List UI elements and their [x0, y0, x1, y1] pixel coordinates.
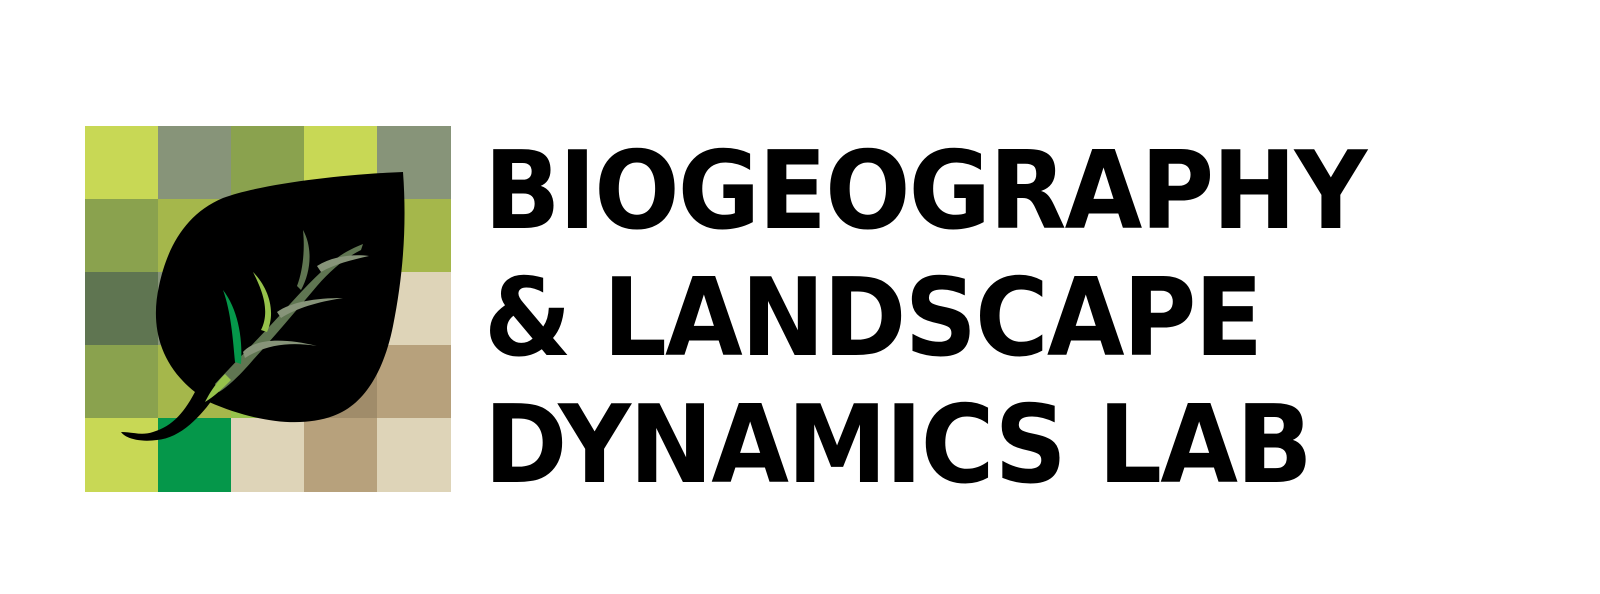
title-line-2: & LANDSCAPE: [484, 256, 1263, 381]
leaf-icon: [85, 126, 451, 492]
title-line-3: DYNAMICS LAB: [484, 383, 1313, 508]
lab-title: BIOGEOGRAPHY & LANDSCAPE DYNAMICS LAB: [484, 128, 1584, 509]
title-line-1: BIOGEOGRAPHY: [484, 129, 1367, 254]
